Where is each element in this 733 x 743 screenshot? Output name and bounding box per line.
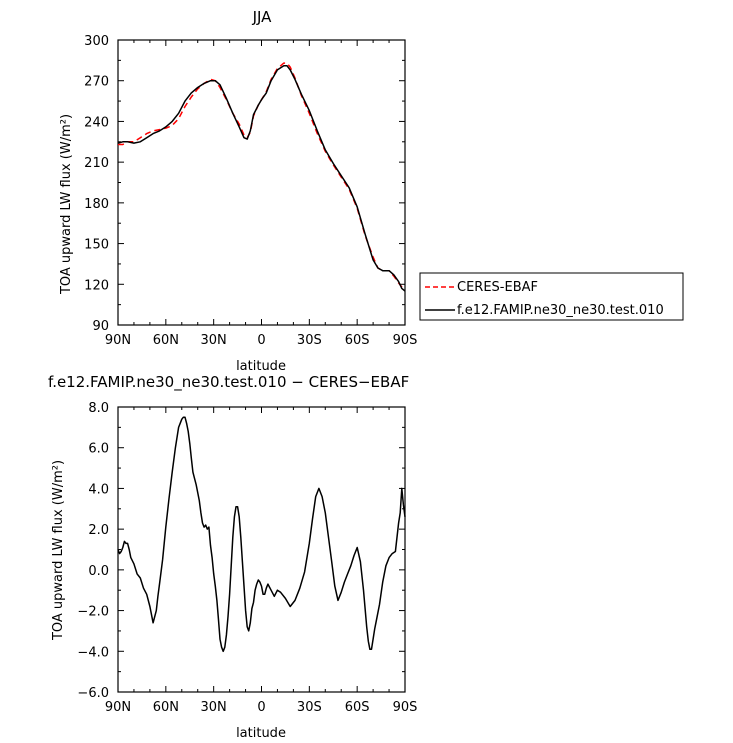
top-series-line-0 (118, 62, 406, 291)
legend-box (419, 272, 684, 321)
top-y-tick-label: 270 (84, 75, 109, 90)
bottom-y-tick-label: 0.0 (88, 564, 109, 579)
bottom-y-tick-label: 8.0 (88, 401, 109, 416)
bottom-x-tick-label: 90S (393, 700, 418, 715)
top-chart-y-axis-label: TOA upward LW flux (W/m²) (59, 114, 74, 295)
top-x-tick-label: 30N (201, 333, 227, 348)
bottom-chart-plot-area: 90N 60N 30N 0 30S 60S 90S −6.0 −4.0 −2.0 0.0 2.0 4.0… (77, 401, 417, 715)
top-x-tick-label: 90S (393, 333, 418, 348)
bottom-x-tick-label: 90N (105, 700, 131, 715)
top-y-tick-label: 90 (92, 319, 109, 334)
bottom-chart-title: f.e12.FAMIP.ne30_ne30.test.010 − CERES−E… (48, 373, 409, 392)
top-x-tick-label: 60N (153, 333, 179, 348)
bottom-y-tick-label: 6.0 (88, 442, 109, 457)
top-x-tick-label: 60S (345, 333, 370, 348)
top-plot-frame (117, 39, 406, 326)
top-y-tick-label: 240 (84, 115, 109, 130)
top-x-tick-label: 90N (105, 333, 131, 348)
bottom-x-tick-label: 0 (257, 700, 265, 715)
bottom-chart-panel: f.e12.FAMIP.ne30_ne30.test.010 − CERES−E… (48, 373, 417, 741)
legend-label-ceres-ebaf: CERES-EBAF (457, 280, 538, 295)
top-x-tick-label: 0 (257, 333, 265, 348)
bottom-y-tick-label: −4.0 (77, 645, 109, 660)
top-y-tick-label: 180 (84, 197, 109, 212)
bottom-series-line-0 (117, 416, 406, 653)
top-chart-plot-area: 90N 60N 30N 0 30S 60S 90S 90 120 150 180 210 240 270 3… (84, 34, 417, 348)
bottom-y-tick-label: −2.0 (77, 605, 109, 620)
top-y-tick-label: 120 (84, 278, 109, 293)
legend-label-model: f.e12.FAMIP.ne30_ne30.test.010 (457, 303, 664, 318)
bottom-x-tick-label: 30S (297, 700, 322, 715)
bottom-y-tick-label: −6.0 (77, 686, 109, 701)
bottom-y-tick-label: 4.0 (88, 482, 109, 497)
top-y-tick-label: 150 (84, 238, 109, 253)
top-chart-panel: JJA 90N 60N 30N 0 30S 60S 90S 90 120 150 180 210 240… (59, 8, 684, 374)
bottom-chart-x-axis-label: latitude (236, 726, 286, 741)
bottom-y-tick-label: 2.0 (88, 523, 109, 538)
top-series-line-1 (117, 65, 406, 292)
bottom-chart-y-axis-label: TOA upward LW flux (W/m²) (51, 460, 66, 641)
top-y-tick-label: 300 (84, 34, 109, 49)
bottom-x-tick-label: 60N (153, 700, 179, 715)
top-chart-x-axis-label: latitude (236, 359, 286, 374)
bottom-x-tick-label: 60S (345, 700, 370, 715)
bottom-plot-frame (117, 406, 406, 693)
top-x-tick-label: 30S (297, 333, 322, 348)
top-chart-legend: CERES-EBAF f.e12.FAMIP.ne30_ne30.test.01… (419, 272, 684, 321)
bottom-x-tick-label: 30N (201, 700, 227, 715)
top-chart-title: JJA (252, 8, 273, 26)
top-y-tick-label: 210 (84, 156, 109, 171)
